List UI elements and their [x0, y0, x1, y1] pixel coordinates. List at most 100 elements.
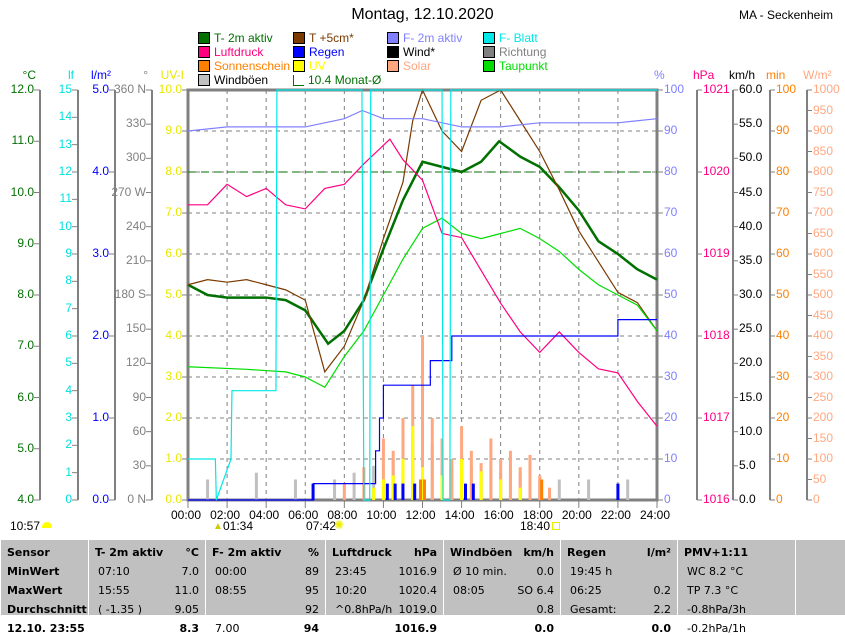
axis-tick-label: 10	[58, 218, 72, 233]
axis-tick-label: 80	[664, 164, 678, 178]
axis-tick-label: 7.0	[17, 338, 34, 353]
axis-tick-label: 9.0	[165, 123, 182, 137]
table-header: PMV+1:11	[684, 546, 749, 559]
uv-bar	[372, 487, 376, 500]
axis-tick-label: 20	[776, 410, 790, 424]
table-cell: 00:00	[215, 565, 247, 578]
regen-intervall-bar	[616, 483, 620, 500]
legend-swatch	[198, 60, 210, 72]
luftdruck-line	[188, 138, 658, 427]
axis-tick-label: 9	[65, 246, 72, 260]
axis-tick-label: 4.0	[17, 492, 34, 506]
regen-intervall-bar	[385, 483, 389, 500]
table-cell: 06:25	[570, 584, 602, 597]
axis-tick-label: 5.0	[739, 457, 756, 472]
axis-tick-label: 0	[776, 492, 783, 506]
windb-en-bar	[254, 472, 258, 500]
t-2m-aktiv-line	[187, 139, 658, 346]
legend-item: F- Blatt	[483, 31, 538, 45]
legend-label: Regen	[309, 45, 345, 59]
axis-tick-label: 100	[664, 82, 685, 96]
axis-unit: hPa	[693, 68, 715, 82]
table-cell: 7.00	[215, 622, 240, 635]
solar-bar	[528, 454, 532, 500]
table-cell-value: 0.2	[653, 584, 672, 597]
table-cell-value: 95	[305, 584, 319, 597]
table-cell-value: 7.0	[181, 565, 200, 578]
table-cell: 19:45 h	[570, 565, 613, 578]
axis-tick-label: 60	[776, 246, 790, 260]
axis-tick-label: 4.0	[92, 164, 109, 178]
legend-item: Richtung	[483, 45, 546, 59]
table-cell-value: 11.0	[174, 584, 200, 597]
regen-intervall-bar	[413, 483, 417, 500]
axis-tick-label: 150	[125, 321, 146, 336]
solar-bar	[440, 438, 444, 500]
table-cell-value: 9.05	[174, 603, 200, 616]
table-header-unit: °C	[185, 546, 199, 559]
windb-en-bar	[206, 479, 210, 500]
table-header: Regen	[567, 546, 607, 559]
axis-tick-label: 30	[664, 369, 678, 383]
table-header: T- 2m aktiv	[95, 546, 164, 559]
sun-duration: 10:57	[10, 519, 41, 533]
legend-label: Luftdruck	[214, 45, 264, 59]
legend-swatch	[483, 60, 495, 72]
axis-tick-label: 12	[58, 164, 72, 178]
x-tick-label: 00:00	[171, 508, 202, 522]
axis-tick-label: 550	[813, 266, 834, 281]
stats-table: Sensor T- 2m aktiv °C F- 2m aktiv% Luftdruck…	[0, 540, 845, 635]
axis-tick-label: 1017	[703, 410, 730, 424]
axis-tick-label: 1	[65, 464, 72, 479]
axis-tick-label: 360 N	[113, 82, 146, 96]
axis-unit: °C	[22, 68, 36, 82]
moon-icon: ▲	[213, 521, 223, 532]
axis-unit: UV-I	[160, 68, 184, 82]
legend-swatch	[198, 32, 210, 44]
legend-item: Luftdruck	[198, 45, 263, 59]
axis-tick-label: 3.0	[92, 246, 109, 260]
table-header: Windböen	[450, 546, 513, 559]
axis-tick-label: 20.0	[739, 355, 763, 370]
axis-unit: %	[654, 68, 665, 82]
axis-tick-label: 8.0	[17, 287, 34, 301]
axis-tick-label: 1019	[703, 246, 730, 260]
axis-tick-label: 8.0	[165, 164, 182, 178]
axis-tick-label: 1016	[703, 492, 730, 506]
axis-tick-label: 60	[664, 246, 678, 260]
t-5cm--line	[187, 88, 658, 374]
legend-swatch	[293, 60, 305, 72]
legend-label: F- 2m aktiv	[403, 31, 463, 45]
axis-tick-label: 950	[813, 102, 834, 117]
axis-tick-label: 0.0	[165, 492, 182, 506]
table-cell-value: 2.2	[653, 603, 672, 616]
axis-tick-label: 5.0	[17, 440, 34, 455]
windb-en-bar	[557, 479, 561, 500]
legend-item: Wind*	[387, 45, 435, 59]
axis-tick-label: 5.0	[165, 287, 182, 301]
uv-bar	[479, 471, 483, 500]
windb-en-bar	[587, 479, 591, 500]
f-2m-aktiv-line	[187, 109, 658, 132]
legend-swatch	[387, 60, 399, 72]
axis-tick-label: 13	[58, 136, 72, 151]
table-cell-value: 0.0	[536, 565, 555, 578]
axis-tick-label: 4	[65, 382, 72, 397]
uv-bar	[499, 479, 503, 500]
axis-unit: °	[143, 68, 148, 82]
axis-tick-label: 10.0	[10, 184, 34, 199]
table-header: F- 2m aktiv	[212, 546, 282, 559]
windb-en-bar	[626, 479, 630, 500]
axis-tick-label: 50	[664, 287, 678, 301]
axis-tick-label: 10.0	[158, 82, 182, 96]
axis-unit: km/h	[729, 68, 756, 82]
taupunkt-line	[187, 217, 658, 389]
axis-unit: lf	[68, 68, 74, 82]
axis-tick-label: 200	[813, 410, 834, 424]
axis-tick-label: 800	[813, 164, 834, 178]
axis-tick-label: 50	[813, 471, 827, 486]
table-cell-value: 0.0	[534, 622, 555, 635]
table-column	[0, 540, 88, 615]
legend-swatch	[293, 46, 305, 58]
axis-tick-label: 90	[132, 389, 146, 404]
